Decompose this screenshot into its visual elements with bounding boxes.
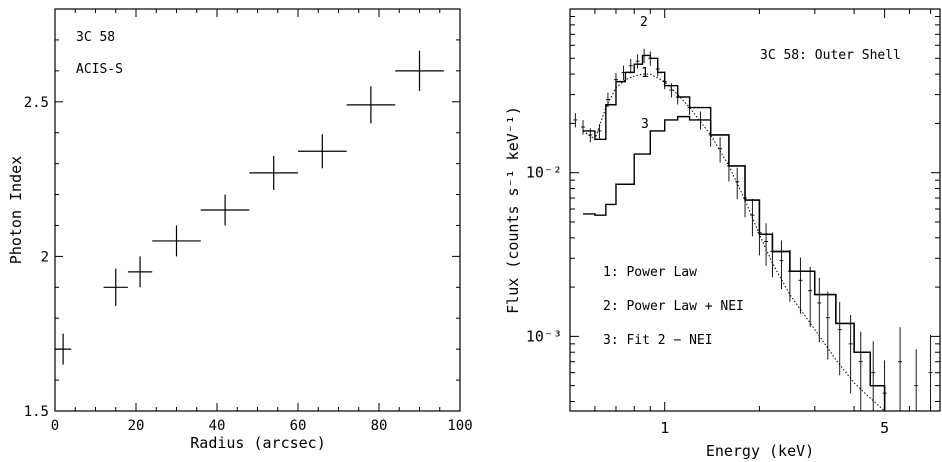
spectrum-data-point (573, 113, 578, 128)
spectrum-data-point (858, 331, 863, 411)
right-x-tick-label: 5 (880, 419, 889, 437)
spectrum-data-point (764, 223, 769, 266)
spectrum-data-point (837, 302, 842, 376)
spectrum-data-point (735, 167, 740, 200)
model-curve-1 (582, 73, 885, 412)
left-panel: 0 20 40 60 80 100 1.5 2 2.5 3C 58 ACIS-S Radius… (7, 8, 473, 452)
left-y-tick-label: 2.5 (24, 95, 49, 111)
spectrum-data-point (581, 120, 586, 135)
spectrum-data-point (698, 111, 703, 130)
spectrum-data-point (708, 124, 713, 147)
spectrum-data-point (825, 291, 830, 360)
right-y-ticks: 10⁻² 10⁻³ (526, 15, 940, 403)
spectrum-data-point (628, 58, 633, 74)
legend-item-3: 3: Fit 2 − NEI (603, 333, 713, 348)
spectrum-data-point (588, 128, 593, 143)
spectrum-data-point (928, 334, 933, 411)
error-bar-point (346, 86, 396, 124)
spectrum-data-point (914, 349, 919, 411)
spectrum-data-point (687, 100, 692, 116)
error-bar-point (200, 194, 250, 226)
right-data-points (573, 48, 933, 411)
right-y-tick-label: 10⁻² (526, 164, 562, 182)
spectrum-data-point (798, 257, 803, 314)
right-plot-frame (569, 8, 941, 412)
spectrum-data-point (817, 277, 822, 343)
error-bar-point (127, 256, 153, 288)
left-x-tick-label: 60 (290, 418, 307, 434)
right-y-tick-label: 10⁻³ (526, 327, 562, 345)
legend-item-1: 1: Power Law (603, 265, 697, 280)
spectrum-data-point (613, 72, 618, 88)
left-y-tick-label: 2 (41, 249, 49, 265)
spectrum-data-point (675, 90, 680, 105)
spectrum-data-point (669, 83, 674, 98)
spectrum-data-point (757, 215, 762, 256)
error-bar-point (103, 268, 128, 306)
error-bar-point (152, 225, 201, 257)
spectrum-data-point (848, 314, 853, 394)
right-x-axis-label: Energy (keV) (706, 442, 814, 460)
spectrum-data-point (621, 65, 626, 80)
spectrum-data-point (642, 48, 647, 63)
right-y-axis-label: Flux (counts s⁻¹ keV⁻¹) (504, 106, 522, 314)
left-x-ticks: 0 20 40 60 80 100 (51, 9, 473, 434)
right-chart-title: 3C 58: Outer Shell (760, 48, 901, 63)
left-x-tick-label: 20 (128, 418, 145, 434)
error-bar-point (249, 155, 298, 190)
spectrum-data-point (770, 232, 775, 278)
left-x-axis-label: Radius (arcsec) (190, 434, 325, 452)
left-y-ticks: 1.5 2 2.5 (24, 8, 460, 420)
left-x-tick-label: 80 (371, 418, 388, 434)
spectrum-data-point (648, 51, 653, 66)
left-y-axis-label: Photon Index (7, 156, 25, 264)
left-data-points (55, 50, 444, 365)
left-x-tick-label: 0 (51, 418, 59, 434)
spectrum-data-point (662, 74, 667, 90)
spectrum-data-point (726, 153, 731, 182)
spectrum-data-point (635, 54, 640, 69)
spectrum-data-point (898, 327, 903, 411)
error-bar-point (55, 333, 72, 365)
spectrum-data-point (750, 198, 755, 237)
spectrum-data-point (605, 92, 610, 107)
spectrum-data-point (779, 240, 784, 290)
spectrum-data-point (787, 249, 792, 302)
spectrum-data-point (808, 266, 813, 328)
left-x-tick-label: 40 (209, 418, 226, 434)
model-curve-3 (583, 115, 886, 411)
spectrum-data-point (871, 341, 876, 411)
curve-label-2: 2 (640, 15, 648, 30)
spectrum-data-point (882, 360, 887, 411)
curve-label-1: 1 (641, 66, 649, 81)
spectrum-data-point (655, 62, 660, 77)
spectrum-data-point (597, 124, 602, 139)
error-bar-point (298, 134, 347, 169)
right-panel: 1 5 10⁻² 10⁻³ 3C 58: Outer Shell 2 1 3 1: … (504, 8, 941, 460)
curve-label-3: 3 (641, 117, 649, 132)
annotation-instrument: ACIS-S (76, 62, 123, 77)
annotation-source: 3C 58 (76, 30, 115, 45)
spectrum-data-point (718, 137, 723, 163)
left-x-tick-label: 100 (447, 418, 472, 434)
left-y-tick-label: 1.5 (24, 404, 49, 420)
legend-item-2: 2: Power Law + NEI (603, 299, 744, 314)
error-bar-point (395, 50, 444, 91)
right-x-tick-label: 1 (660, 419, 669, 437)
spectrum-data-point (743, 182, 748, 218)
